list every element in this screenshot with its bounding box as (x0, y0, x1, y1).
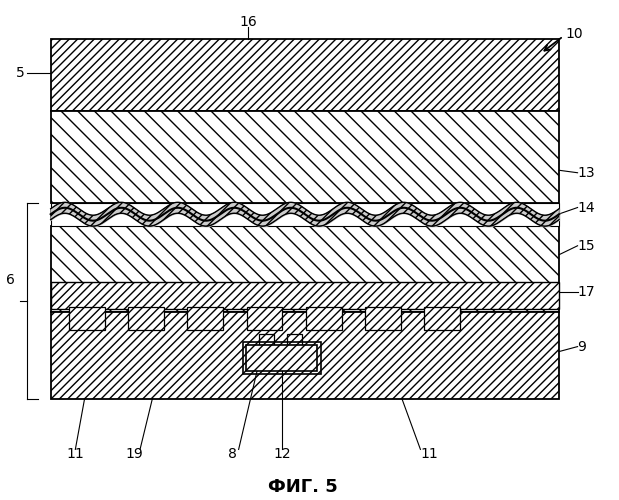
Text: 11: 11 (421, 448, 438, 462)
Bar (51, 110, 559, 202)
Text: 11: 11 (66, 448, 84, 462)
Bar (243, 342, 321, 374)
Text: 13: 13 (578, 166, 595, 179)
Text: 5: 5 (16, 66, 25, 80)
Bar (246, 345, 317, 370)
Text: 9: 9 (578, 340, 586, 353)
Bar (287, 334, 302, 345)
Text: 19: 19 (125, 448, 143, 462)
Text: 12: 12 (273, 448, 290, 462)
Bar (259, 334, 274, 345)
Text: 6: 6 (6, 272, 15, 286)
Text: 15: 15 (578, 239, 595, 253)
Text: 8: 8 (228, 448, 237, 462)
Bar (51, 312, 559, 398)
Text: 10: 10 (565, 26, 583, 40)
Bar (51, 282, 559, 310)
Bar (424, 307, 460, 330)
Bar (51, 38, 559, 111)
Text: ФИГ. 5: ФИГ. 5 (269, 478, 338, 496)
Bar (246, 307, 282, 330)
Bar (365, 307, 400, 330)
Bar (188, 307, 223, 330)
Text: 17: 17 (578, 285, 595, 299)
Bar (51, 226, 559, 312)
Bar (128, 307, 164, 330)
Text: 14: 14 (578, 200, 595, 214)
Bar (306, 307, 342, 330)
Text: 16: 16 (239, 15, 257, 29)
Bar (69, 307, 105, 330)
Bar (51, 202, 559, 226)
